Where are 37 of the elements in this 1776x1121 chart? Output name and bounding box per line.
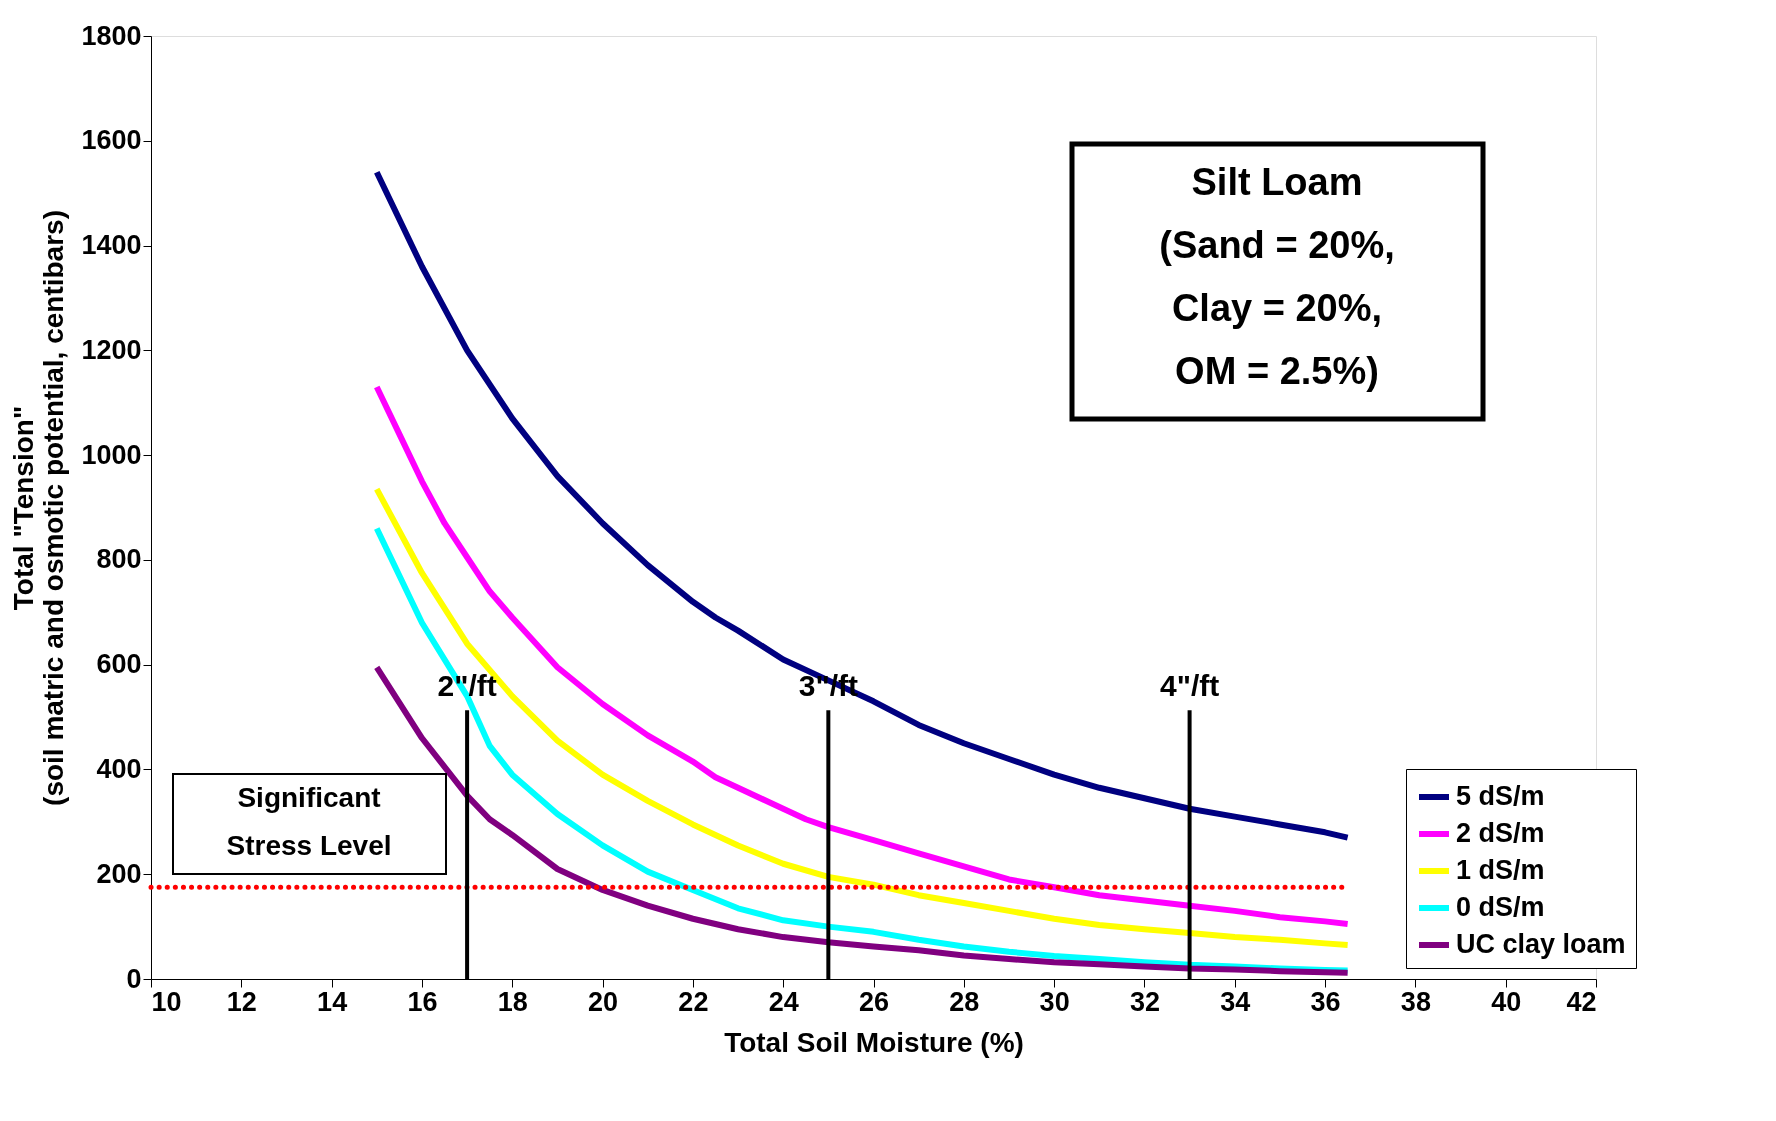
y-tick-label: 1400 xyxy=(81,230,142,261)
y-tick-label: 0 xyxy=(126,963,142,994)
ref-line-label: 4"/ft xyxy=(1159,668,1220,702)
legend-label: UC clay loam xyxy=(1456,929,1626,959)
x-tick-label: 24 xyxy=(768,986,799,1017)
x-tick-label: 32 xyxy=(1129,986,1160,1017)
x-tick-label: 42 xyxy=(1566,986,1597,1017)
x-tick-label: 20 xyxy=(588,986,619,1017)
y-tick-label: 600 xyxy=(96,649,142,680)
y-tick-label: 800 xyxy=(96,544,142,575)
ref-line-label: Significant Stress Level xyxy=(226,782,392,861)
y-tick-label: 1000 xyxy=(81,439,142,470)
y-tick-label: 1800 xyxy=(81,20,142,51)
x-tick-label: 38 xyxy=(1400,986,1431,1017)
annotation: Silt Loam (Sand = 20%, Clay = 20%, OM = 2.5%) xyxy=(1159,161,1395,392)
x-tick-label: 26 xyxy=(858,986,890,1017)
legend-label: 5 dS/m xyxy=(1456,781,1545,811)
x-tick-label: 18 xyxy=(497,986,528,1017)
y-tick-label: 200 xyxy=(96,858,142,889)
x-tick-label: 22 xyxy=(678,986,709,1017)
x-axis-title: Total Soil Moisture (%) xyxy=(724,1026,1024,1058)
x-tick-label: 30 xyxy=(1039,986,1070,1017)
y-axis-title: Total "Tension" (soil matric and osmotic potential, centibars) xyxy=(8,210,70,806)
x-tick-label: 10 xyxy=(151,986,182,1017)
x-tick-label: 28 xyxy=(949,986,980,1017)
x-tick-label: 40 xyxy=(1491,986,1522,1017)
x-tick-label: 36 xyxy=(1310,986,1341,1017)
x-tick-label: 12 xyxy=(226,986,257,1017)
legend-label: 1 dS/m xyxy=(1456,855,1545,885)
legend-label: 2 dS/m xyxy=(1456,818,1545,848)
x-tick-label: 34 xyxy=(1220,986,1251,1017)
x-tick-label: 14 xyxy=(317,986,348,1017)
legend-label: 0 dS/m xyxy=(1456,892,1545,922)
y-tick-label: 1200 xyxy=(81,334,142,365)
x-tick-label: 16 xyxy=(407,986,438,1017)
y-tick-label: 400 xyxy=(96,753,142,784)
y-tick-label: 1600 xyxy=(81,125,142,156)
